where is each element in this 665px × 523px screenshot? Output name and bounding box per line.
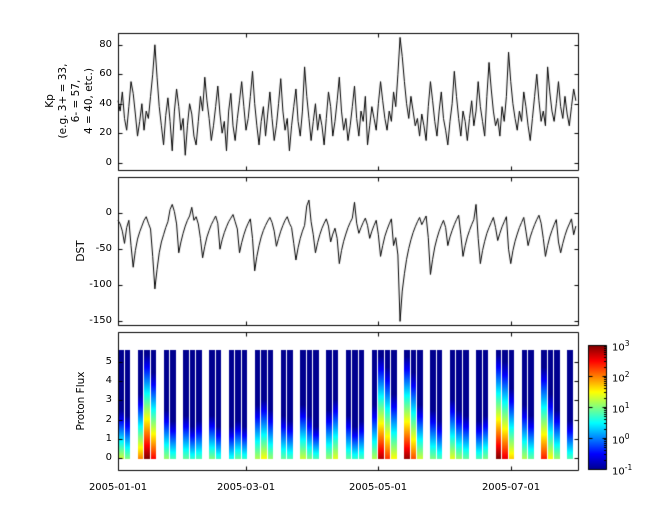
proton-flux-y-tick-label: 1 (105, 433, 112, 444)
x-tick-label: 2005-05-01 (348, 482, 408, 493)
colorbar-tick-label: 101 (612, 401, 630, 416)
kp-index-y-tick-label: 0 (105, 157, 112, 168)
kp-index-y-tick-label: 60 (99, 68, 112, 79)
kp-index-y-tick-label: 80 (99, 39, 112, 50)
kp-axis-label-line1: Kp (44, 94, 56, 108)
colorbar-tick-label: 100 (612, 432, 630, 447)
x-tick-label: 2005-01-01 (88, 482, 148, 493)
dst-index-y-tick-label: -150 (89, 315, 112, 326)
proton-flux-y-tick-label: 4 (105, 375, 112, 386)
dst-index-y-tick-label: -50 (95, 243, 112, 254)
proton-flux-y-tick-label: 5 (105, 356, 112, 367)
kp-index-y-tick-label: 40 (99, 98, 112, 109)
x-tick-label: 2005-03-01 (216, 482, 276, 493)
dst-index-y-tick-label: 0 (105, 207, 112, 218)
colorbar-tick-label: 103 (612, 339, 630, 354)
proton-flux-y-tick-label: 2 (105, 414, 112, 425)
colorbar-tick-label: 10-1 (612, 463, 633, 478)
colorbar-tick-label: 102 (612, 370, 630, 385)
x-tick-label: 2005-07-01 (481, 482, 541, 493)
proton-flux-y-tick-label: 3 (105, 394, 112, 405)
dst-index-y-tick-label: -100 (89, 279, 112, 290)
proton-flux-y-tick-label: 0 (105, 452, 112, 463)
kp-index-y-tick-label: 20 (99, 127, 112, 138)
